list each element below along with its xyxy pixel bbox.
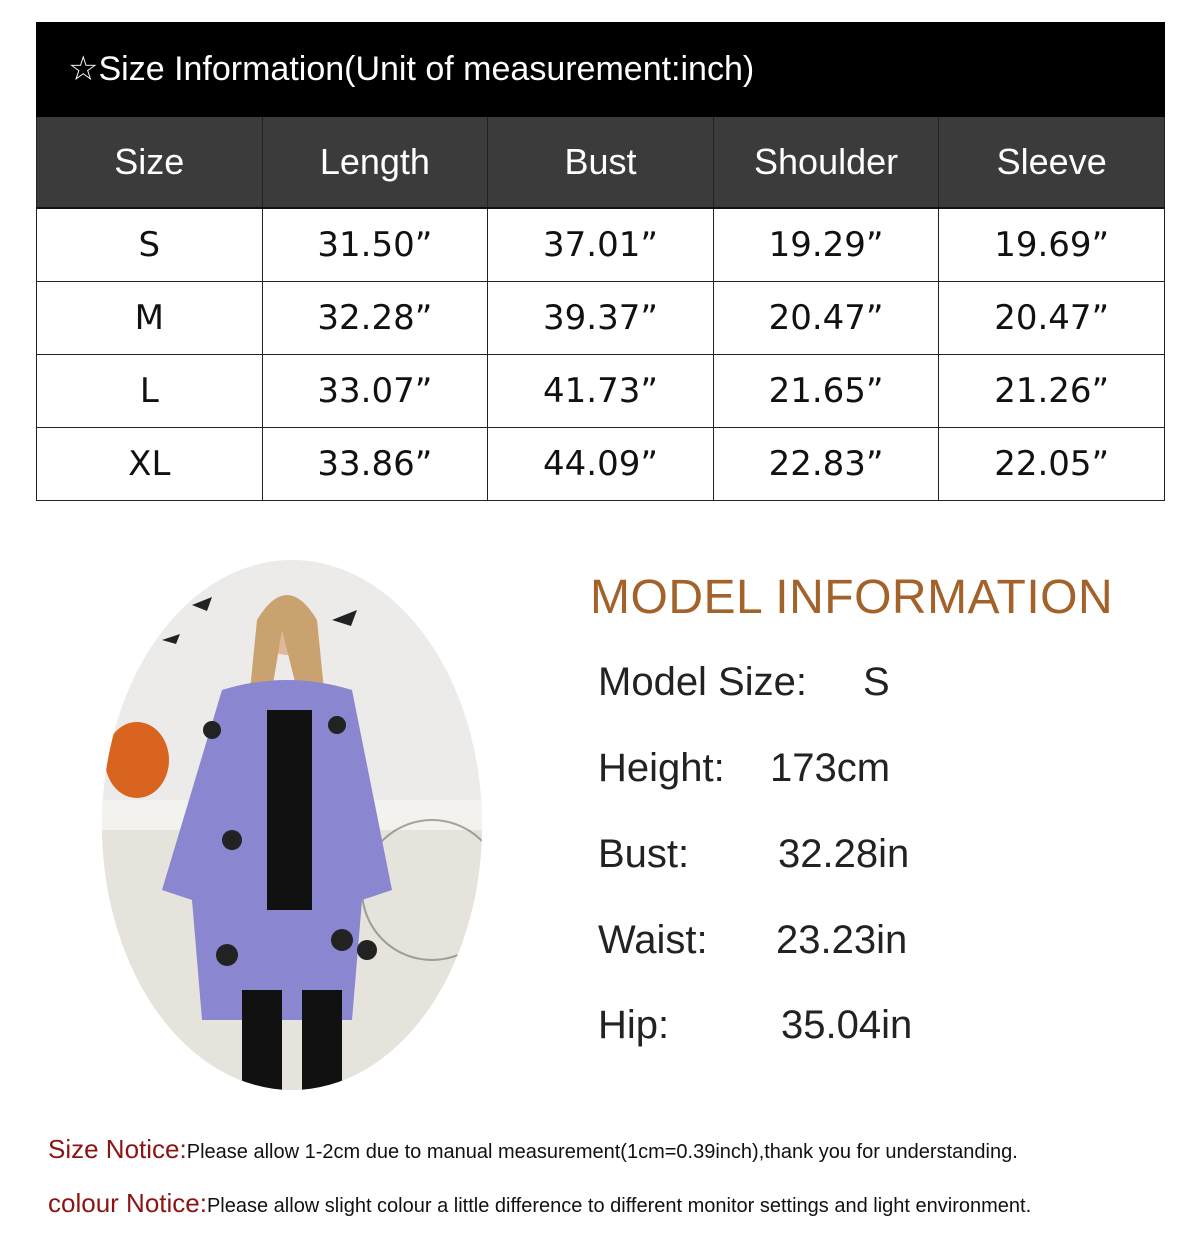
- table-cell: 20.47”: [938, 281, 1165, 355]
- model-info-value: 35.04in: [781, 1003, 913, 1047]
- model-info-title: MODEL INFORMATION: [590, 571, 1114, 624]
- model-info-row: Model Size: S: [598, 660, 890, 705]
- column-header: Sleeve: [938, 117, 1165, 209]
- table-row: XL 33.86” 44.09” 22.83” 22.05”: [36, 427, 1165, 501]
- table-cell: 22.05”: [938, 427, 1165, 501]
- table-header-row: Size Length Bust Shoulder Sleeve: [36, 117, 1165, 209]
- model-info-label: Model Size:: [598, 660, 807, 704]
- model-photo: [102, 560, 482, 1090]
- table-cell: 39.37”: [487, 281, 714, 355]
- table-row: S 31.50” 37.01” 19.29” 19.69”: [36, 207, 1165, 282]
- column-header: Shoulder: [712, 117, 940, 209]
- notice-text: Please allow 1-2cm due to manual measure…: [186, 1141, 1018, 1163]
- notice-label: colour Notice:: [48, 1188, 207, 1218]
- table-cell: 20.47”: [712, 281, 940, 355]
- table-cell: 37.01”: [487, 207, 714, 282]
- model-info-label: Bust:: [598, 832, 690, 876]
- model-info-value: 173cm: [770, 746, 891, 790]
- size-table: Size Length Bust Shoulder Sleeve S 31.50”…: [36, 117, 1165, 501]
- table-cell: 41.73”: [487, 354, 714, 428]
- table-cell: 21.26”: [938, 354, 1165, 428]
- model-info-value: 23.23in: [776, 918, 908, 962]
- colour-notice: colour Notice:Please allow slight colour…: [48, 1188, 1031, 1219]
- table-cell: M: [36, 281, 263, 355]
- pumpkin-icon: [105, 722, 169, 798]
- column-header: Size: [36, 117, 263, 209]
- model-info-row: Hip: 35.04in: [598, 1003, 912, 1048]
- model-info-label: Waist:: [598, 918, 708, 962]
- model-info-label: Hip:: [598, 1003, 670, 1047]
- table-cell: 31.50”: [261, 207, 489, 282]
- model-info-label: Height:: [598, 746, 725, 790]
- model-photo-illustration: [102, 560, 482, 1090]
- table-row: L 33.07” 41.73” 21.65” 21.26”: [36, 354, 1165, 428]
- table-cell: 33.86”: [261, 427, 489, 501]
- table-cell: 21.65”: [712, 354, 940, 428]
- size-notice: Size Notice:Please allow 1-2cm due to ma…: [48, 1134, 1018, 1165]
- notice-text: Please allow slight colour a little diff…: [206, 1195, 1032, 1217]
- notice-label: Size Notice:: [48, 1134, 187, 1164]
- model-info-row: Waist: 23.23in: [598, 918, 907, 963]
- column-header: Length: [261, 117, 489, 209]
- model-info-row: Bust: 32.28in: [598, 832, 909, 877]
- table-cell: 22.83”: [712, 427, 940, 501]
- model-info-value: S: [863, 660, 890, 704]
- column-header: Bust: [487, 117, 714, 209]
- table-cell: 19.29”: [712, 207, 940, 282]
- table-row: M 32.28” 39.37” 20.47” 20.47”: [36, 281, 1165, 355]
- table-cell: 44.09”: [487, 427, 714, 501]
- size-chart-title: ☆Size Information(Unit of measurement:in…: [36, 22, 1165, 117]
- table-cell: 33.07”: [261, 354, 489, 428]
- model-info-row: Height: 173cm: [598, 746, 890, 791]
- table-cell: L: [36, 354, 263, 428]
- table-cell: 19.69”: [938, 207, 1165, 282]
- model-info-value: 32.28in: [778, 832, 910, 876]
- table-cell: S: [36, 207, 263, 282]
- table-cell: 32.28”: [261, 281, 489, 355]
- table-cell: XL: [36, 427, 263, 501]
